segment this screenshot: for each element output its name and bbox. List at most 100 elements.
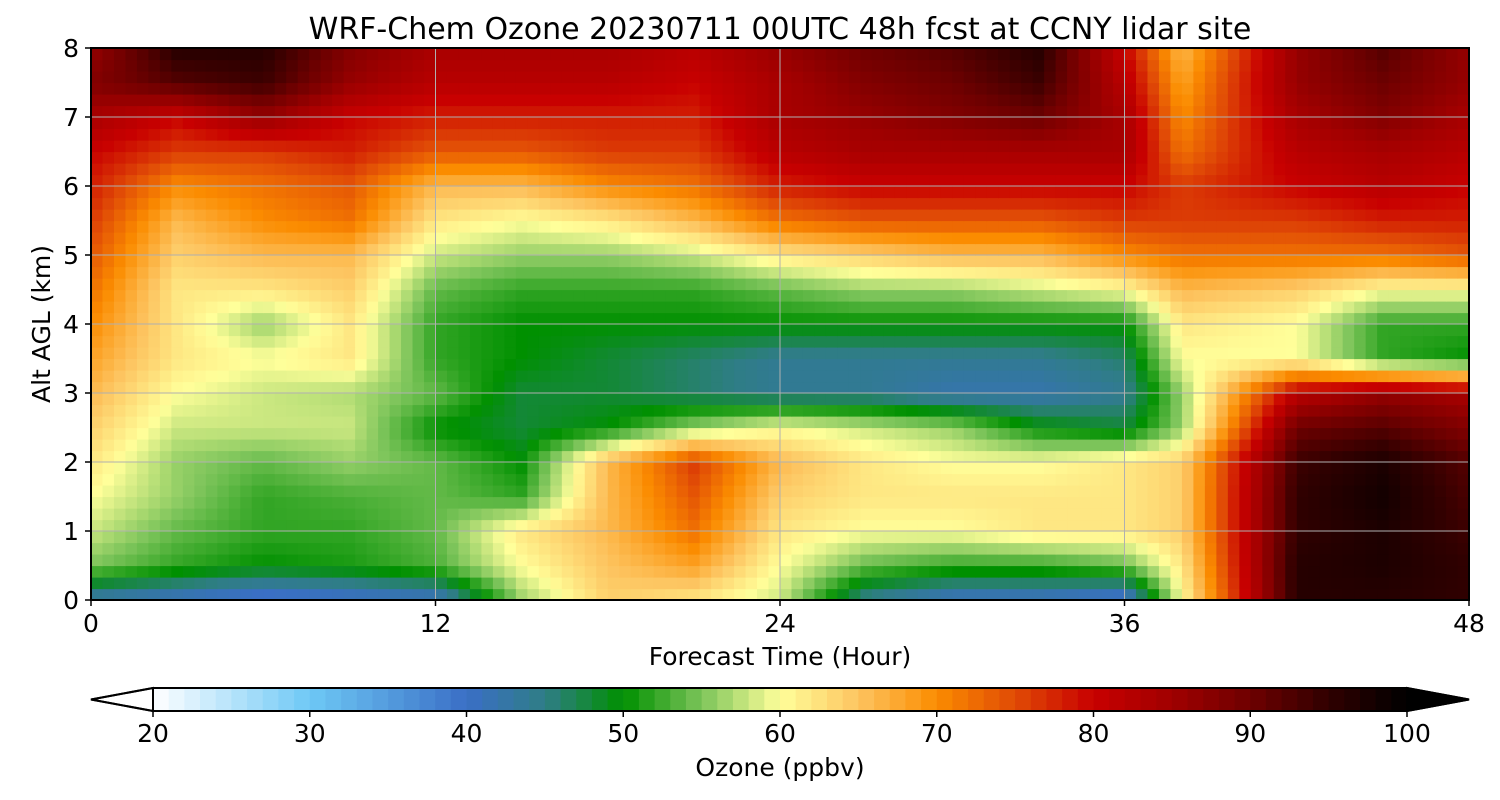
heatmap-cell — [1354, 151, 1367, 164]
heatmap-cell — [389, 439, 402, 452]
heatmap-cell — [573, 427, 586, 440]
heatmap-cell — [182, 588, 195, 600]
heatmap-cell — [734, 335, 747, 348]
heatmap-cell — [665, 416, 678, 429]
heatmap-cell — [171, 496, 184, 509]
heatmap-cell — [883, 324, 896, 337]
heatmap-cell — [1308, 473, 1321, 486]
heatmap-cell — [1113, 128, 1126, 141]
heatmap-cell — [929, 243, 942, 256]
heatmap-cell — [159, 243, 172, 256]
heatmap-cell — [619, 370, 632, 383]
heatmap-cell — [1067, 347, 1080, 360]
heatmap-cell — [424, 450, 437, 463]
heatmap-cell — [527, 588, 540, 600]
heatmap-cell — [504, 324, 517, 337]
heatmap-cell — [1204, 347, 1217, 360]
heatmap-cell — [1239, 186, 1252, 199]
heatmap-cell — [688, 531, 701, 544]
heatmap-cell — [1457, 220, 1469, 233]
heatmap-cell — [711, 450, 724, 463]
heatmap-cell — [561, 404, 574, 417]
heatmap-cell — [653, 243, 666, 256]
heatmap-cell — [332, 301, 345, 314]
heatmap-cell — [929, 554, 942, 567]
heatmap-cell — [1181, 404, 1194, 417]
heatmap-cell — [952, 565, 965, 578]
heatmap-cell — [1388, 542, 1401, 555]
heatmap-cell — [1193, 197, 1206, 210]
heatmap-cell — [469, 232, 483, 245]
heatmap-cell — [894, 289, 907, 302]
heatmap-cell — [469, 174, 483, 187]
heatmap-cell — [1090, 255, 1103, 268]
heatmap-cell — [1009, 542, 1022, 555]
heatmap-cell — [963, 301, 976, 314]
heatmap-cell — [1239, 496, 1252, 509]
heatmap-cell — [665, 324, 678, 337]
heatmap-cell — [171, 416, 184, 429]
heatmap-cell — [401, 588, 414, 600]
heatmap-cell — [1434, 278, 1447, 291]
heatmap-cell — [550, 151, 563, 164]
heatmap-cell — [1193, 186, 1206, 199]
heatmap-cell — [975, 427, 988, 440]
heatmap-cell — [469, 209, 483, 222]
heatmap-cell — [136, 335, 150, 348]
heatmap-cell — [963, 186, 976, 199]
heatmap-cell — [688, 485, 701, 498]
heatmap-cell — [297, 324, 310, 337]
heatmap-cell — [780, 565, 793, 578]
heatmap-cell — [929, 496, 942, 509]
heatmap-cell — [194, 301, 207, 314]
heatmap-cell — [171, 404, 184, 417]
heatmap-cell — [1239, 439, 1252, 452]
heatmap-cell — [1354, 496, 1367, 509]
heatmap-cell — [378, 565, 391, 578]
heatmap-cell — [1009, 174, 1022, 187]
heatmap-cell — [986, 220, 999, 233]
heatmap-cell — [699, 393, 712, 406]
heatmap-cell — [825, 542, 839, 555]
heatmap-cell — [1044, 255, 1057, 268]
heatmap-cell — [1308, 404, 1321, 417]
heatmap-cell — [148, 186, 161, 199]
heatmap-cell — [378, 404, 391, 417]
heatmap-cell — [975, 289, 988, 302]
heatmap-cell — [1067, 220, 1080, 233]
heatmap-cell — [1009, 278, 1022, 291]
heatmap-cell — [1262, 128, 1275, 141]
heatmap-cell — [1423, 416, 1436, 429]
heatmap-cell — [343, 289, 356, 302]
heatmap-cell — [401, 151, 414, 164]
heatmap-cell — [573, 508, 586, 521]
heatmap-cell — [917, 140, 930, 153]
heatmap-cell — [274, 266, 287, 279]
heatmap-cell — [263, 404, 276, 417]
heatmap-cell — [952, 209, 965, 222]
heatmap-cell — [1411, 243, 1424, 256]
heatmap-cell — [952, 577, 965, 590]
heatmap-cell — [401, 128, 414, 141]
heatmap-cell — [561, 358, 574, 371]
heatmap-cell — [113, 312, 127, 325]
heatmap-cell — [1411, 588, 1424, 600]
heatmap-cell — [883, 496, 896, 509]
heatmap-cell — [1055, 301, 1068, 314]
heatmap-cell — [1044, 462, 1057, 475]
heatmap-cell — [561, 301, 574, 314]
heatmap-cell — [343, 151, 356, 164]
heatmap-cell — [653, 301, 666, 314]
heatmap-cell — [607, 255, 620, 268]
heatmap-cell — [527, 508, 540, 521]
heatmap-cell — [1434, 312, 1447, 325]
heatmap-cell — [446, 197, 460, 210]
heatmap-cell — [802, 335, 816, 348]
heatmap-cell — [228, 542, 241, 555]
heatmap-cell — [1078, 358, 1091, 371]
heatmap-cell — [791, 496, 804, 509]
heatmap-cell — [159, 335, 172, 348]
heatmap-cell — [251, 243, 264, 256]
heatmap-cell — [1250, 450, 1263, 463]
heatmap-cell — [722, 393, 735, 406]
